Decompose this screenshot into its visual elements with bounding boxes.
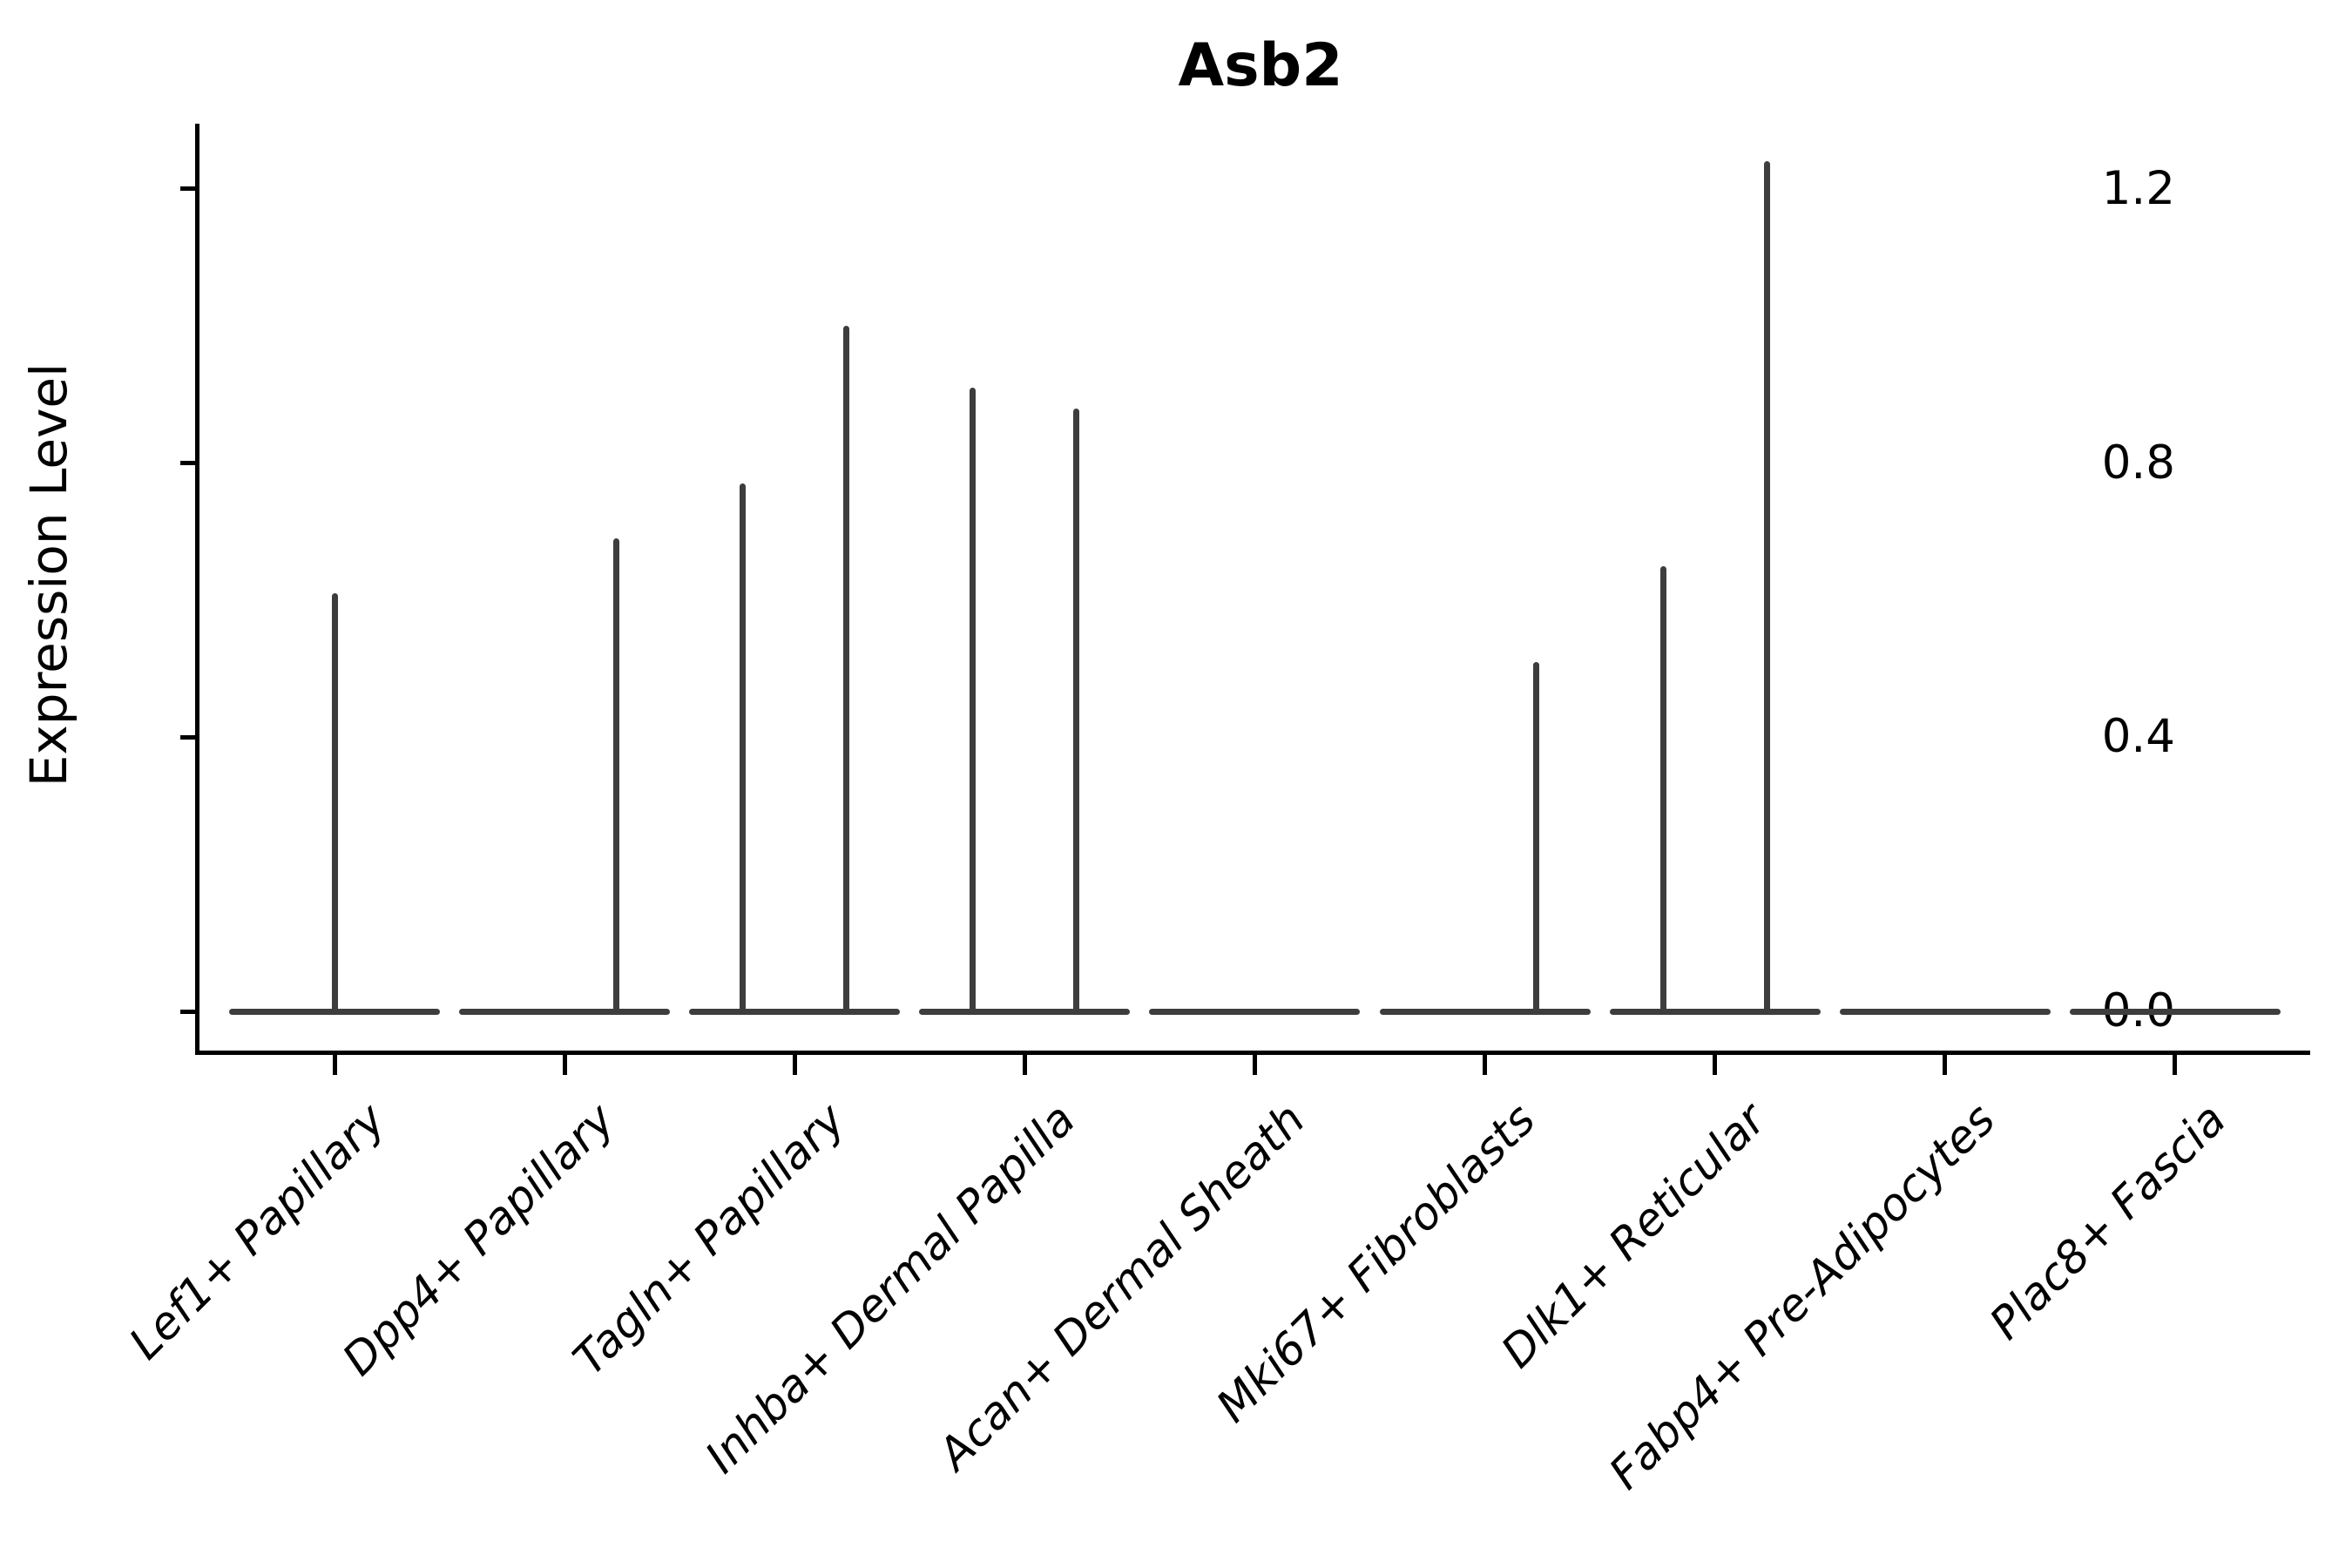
violin-base — [459, 1008, 671, 1015]
x-tick — [332, 1053, 337, 1075]
y-tick-label: 0.8 — [2101, 436, 2175, 490]
violin-spike — [1659, 565, 1666, 1013]
violin-spike — [740, 483, 747, 1013]
y-axis-label: Expression Level — [19, 362, 78, 787]
y-tick — [180, 734, 195, 740]
x-tick-label: Plac8+ Fascia — [1979, 1094, 2236, 1350]
x-tick — [1713, 1053, 1718, 1075]
violin-spike — [1763, 161, 1770, 1013]
violin-base — [1149, 1008, 1361, 1015]
x-tick — [792, 1053, 797, 1075]
violin-spike — [613, 538, 620, 1013]
violin-base — [1609, 1008, 1821, 1015]
violin-spike — [843, 326, 850, 1013]
violin-spike — [1533, 661, 1540, 1013]
x-tick — [1483, 1053, 1487, 1075]
violin-spike — [1073, 408, 1080, 1013]
y-tick — [180, 186, 195, 192]
chart-title: Asb2 — [1178, 31, 1343, 100]
violin-base — [1839, 1008, 2051, 1015]
x-tick — [1943, 1053, 1948, 1075]
violin-base — [919, 1008, 1131, 1015]
violin-base — [1379, 1008, 1591, 1015]
y-tick-label: 1.2 — [2101, 161, 2175, 215]
violin-spike — [331, 593, 338, 1013]
y-axis-spine — [195, 124, 199, 1055]
violin-base — [2069, 1008, 2281, 1015]
x-tick — [1252, 1053, 1257, 1075]
x-tick — [1022, 1053, 1027, 1075]
x-tick — [2173, 1053, 2178, 1075]
y-tick — [180, 1009, 195, 1014]
violin-base — [689, 1008, 901, 1015]
x-tick-label: Inhba+ Dermal Papilla — [695, 1094, 1086, 1484]
y-tick-label: 0.4 — [2101, 710, 2175, 764]
x-tick-label: Acan+ Dermal Sheath — [929, 1094, 1316, 1481]
y-tick — [180, 461, 195, 466]
x-tick — [562, 1053, 567, 1075]
violin-spike — [970, 388, 977, 1013]
x-tick-label: Fabp4+ Pre-Adipocytes — [1599, 1094, 2006, 1500]
x-axis-spine — [195, 1051, 2310, 1055]
